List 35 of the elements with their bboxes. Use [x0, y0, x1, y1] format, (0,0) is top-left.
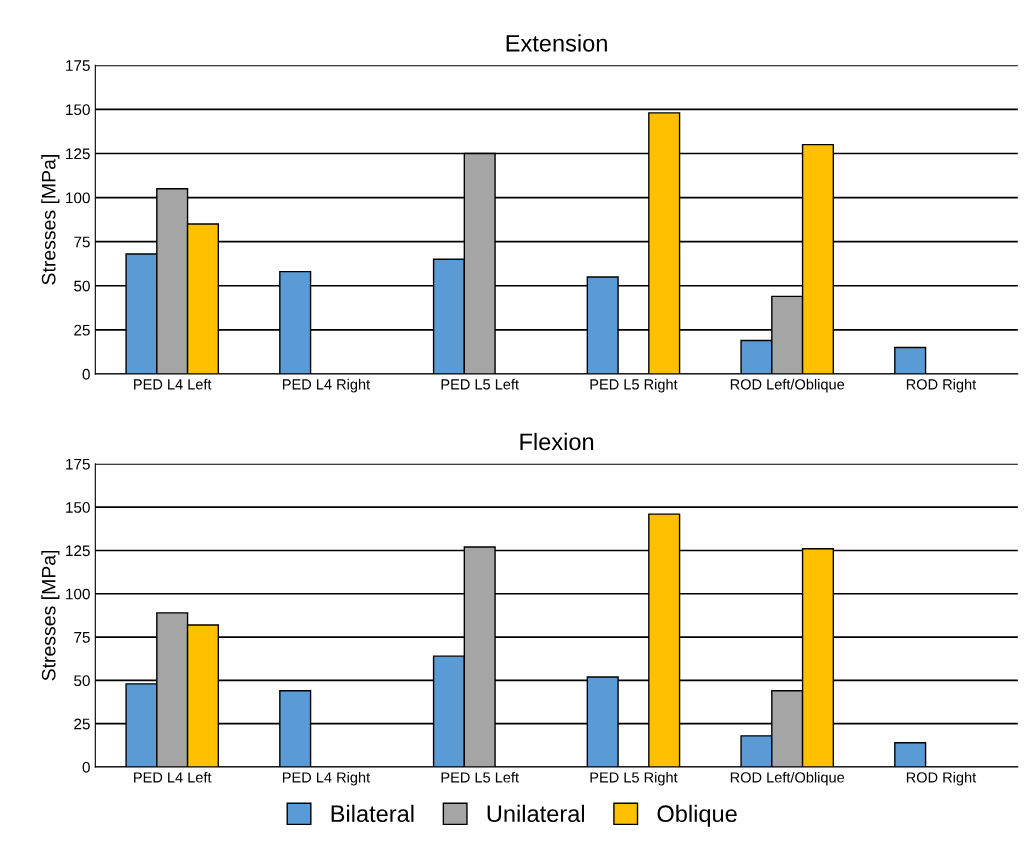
y-tick-label: 50 [74, 675, 90, 687]
x-tick-label: PED L5 Left [441, 771, 519, 783]
x-tick-label: PED L5 Right [590, 378, 678, 393]
x-tick-label: PED L4 Left [134, 378, 212, 390]
y-tick-label: 25 [74, 718, 90, 730]
x-tick-label: ROD Right [906, 378, 977, 393]
legend-label: Unilateral [487, 804, 584, 823]
y-tick-label: 75 [74, 236, 90, 248]
y-tick-label: 175 [66, 458, 90, 470]
x-tick-label: PED L4 Right [282, 378, 371, 393]
legend-label: Bilateral [331, 804, 414, 823]
y-tick-label: 175 [66, 60, 90, 71]
y-axis-title: Stresses [MPa] [41, 155, 60, 285]
x-tick-label: PED L5 Left [441, 378, 519, 390]
y-tick-label: 0 [82, 761, 90, 773]
chart-title: Flexion [520, 432, 594, 451]
x-tick-label: ROD Right [906, 771, 977, 786]
x-tick-label: PED L4 Left [134, 771, 212, 783]
x-tick-label: ROD Left/Oblique [730, 378, 845, 393]
x-tick-label: ROD Left/Oblique [730, 771, 845, 786]
y-tick-label: 75 [74, 632, 90, 643]
chart-title: Extension [506, 34, 607, 52]
y-tick-label: 150 [66, 104, 90, 116]
y-tick-label: 100 [66, 192, 90, 204]
y-tick-label: 25 [74, 324, 90, 336]
y-tick-label: 150 [66, 502, 90, 513]
y-tick-label: 125 [66, 545, 90, 557]
x-tick-label: PED L5 Right [590, 771, 678, 786]
y-tick-label: 0 [82, 368, 90, 380]
legend-label: Oblique [657, 804, 737, 827]
y-tick-label: 125 [66, 148, 90, 160]
x-tick-label: PED L4 Right [282, 771, 371, 786]
y-tick-label: 100 [66, 588, 90, 600]
y-axis-title: Stresses [MPa] [41, 550, 60, 681]
y-tick-label: 50 [74, 280, 90, 292]
